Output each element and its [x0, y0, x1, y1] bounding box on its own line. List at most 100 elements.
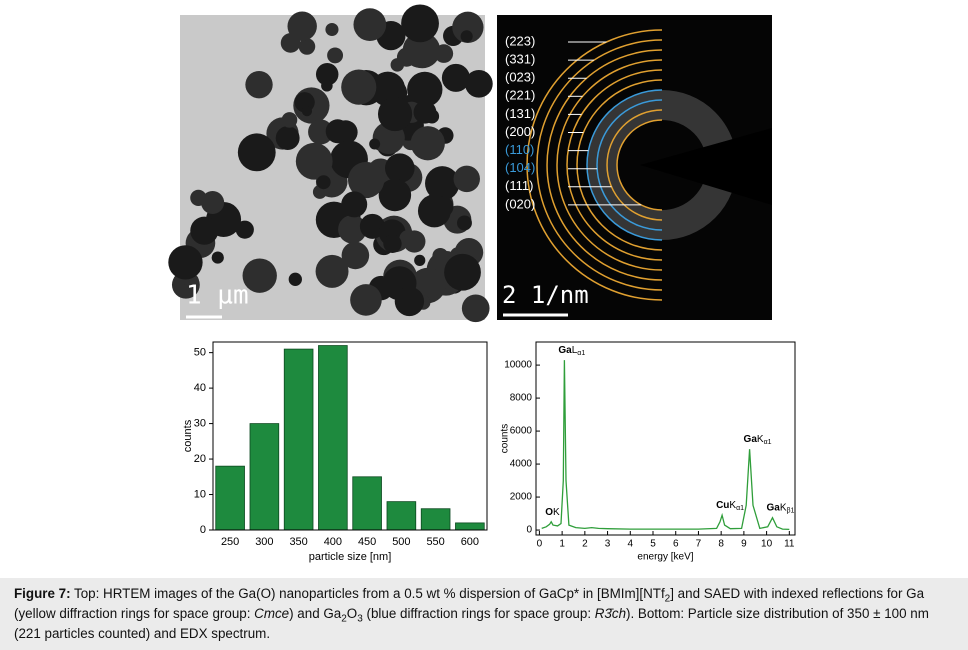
peak-sub: α1	[577, 350, 585, 357]
particle	[341, 191, 368, 218]
peak-label: GaLα1	[558, 345, 585, 357]
bar	[455, 522, 485, 531]
diffraction: (223) (331) (023) (221) (131) (200) (110) (104)…	[505, 29, 772, 301]
diffraction-ring	[536, 39, 663, 291]
particle	[315, 63, 339, 86]
y-tick-label: 8000	[510, 393, 533, 404]
x-tick-label: 400	[324, 536, 342, 548]
particle	[425, 166, 460, 201]
bar	[283, 348, 314, 531]
particle	[327, 47, 344, 64]
x-axis-label: energy [keV]	[637, 552, 693, 563]
caption-text: ] and SAED with indexed reflections for …	[14, 586, 925, 621]
particle	[242, 258, 277, 293]
particle	[325, 119, 350, 144]
particle	[315, 254, 349, 288]
peak-line: K	[553, 506, 560, 517]
y-tick-label: 10	[194, 488, 206, 500]
histogram: 250 300 350 400 450 500 550 600 0 10 20 30 40 50 parti…	[182, 341, 488, 563]
x-tick-label: 500	[392, 536, 410, 548]
reflection-label: (110)	[505, 142, 534, 157]
particle	[384, 153, 415, 183]
caption: Figure 7: Top: HRTEM images of the Ga(O)…	[0, 578, 968, 650]
y-tick-label: 50	[194, 347, 206, 359]
reflection-label: (331)	[505, 52, 535, 67]
y-tick-label: 0	[200, 524, 206, 536]
y-tick-label: 40	[194, 382, 206, 394]
caption-text: O	[346, 606, 358, 621]
particle	[341, 241, 370, 270]
x-tick-label: 8	[718, 539, 724, 550]
caption-text: Cmce	[254, 606, 290, 621]
y-axis-label: counts	[182, 419, 194, 452]
particle	[465, 69, 493, 98]
particle	[190, 216, 219, 245]
bar	[215, 465, 245, 531]
particle	[295, 142, 333, 180]
particle	[347, 161, 385, 199]
particle	[338, 214, 367, 244]
particle	[390, 58, 405, 72]
diffraction-ring	[546, 49, 663, 281]
reflection-label: (131)	[505, 106, 535, 121]
peak-sub: α1	[764, 439, 772, 446]
x-tick-label: 5	[650, 539, 656, 550]
particle	[245, 71, 273, 99]
caption-text: 3	[357, 613, 363, 625]
particle	[325, 22, 339, 37]
diffraction-ring	[596, 99, 663, 231]
bar	[386, 501, 417, 531]
reflection-label: (020)	[505, 196, 535, 211]
x-tick-label: 600	[461, 536, 479, 548]
reflection-label: (221)	[505, 88, 535, 103]
particle	[394, 286, 425, 317]
peak-line: L	[572, 345, 578, 356]
figure: 1 µm (223) (331) (023) (221) (131) (200) (110)…	[168, 4, 796, 563]
tem-scale-label: 1 µm	[186, 281, 249, 311]
particle	[369, 138, 381, 150]
peak-element: Cu	[716, 500, 729, 511]
peak-sub: β1	[787, 508, 795, 515]
particle	[378, 178, 412, 212]
caption-text: Figure 7:	[14, 586, 71, 601]
peak-sub: α1	[736, 505, 744, 512]
diffraction-ring	[566, 69, 663, 261]
spectrum-line	[541, 360, 790, 531]
particle	[353, 8, 387, 41]
particle	[413, 100, 437, 124]
particle	[401, 4, 439, 43]
beam-stop	[640, 128, 772, 205]
plot-frame	[212, 341, 488, 531]
particle	[377, 96, 413, 132]
y-tick-label: 10000	[504, 360, 532, 371]
particle	[211, 251, 224, 264]
x-tick-label: 250	[221, 536, 239, 548]
caption-text: 2	[664, 593, 671, 605]
particle	[275, 126, 300, 150]
particle	[414, 254, 426, 266]
diffraction-ring	[556, 59, 663, 271]
x-axis-label: particle size [nm]	[309, 551, 392, 563]
particle	[287, 11, 317, 41]
particle	[407, 71, 443, 108]
diffraction-ring	[606, 109, 663, 221]
peak-label: CuKα1	[716, 500, 744, 512]
x-tick-label: 7	[696, 539, 702, 550]
caption-text: (blue diffraction rings for space group:	[362, 606, 595, 621]
particle	[281, 112, 298, 128]
bar	[249, 423, 280, 531]
bar	[420, 508, 451, 531]
peak-element: O	[545, 506, 553, 517]
particle	[316, 175, 331, 190]
particle	[301, 106, 313, 117]
particle	[461, 294, 490, 323]
x-tick-label: 550	[426, 536, 444, 548]
particle	[452, 11, 484, 43]
y-tick-label: 6000	[510, 426, 533, 437]
particle	[453, 165, 480, 193]
particle	[441, 63, 470, 92]
x-tick-label: 350	[289, 536, 307, 548]
y-tick-label: 0	[526, 525, 532, 536]
reflection-label: (104)	[505, 160, 535, 175]
peak-label: GaKα1	[744, 434, 772, 446]
